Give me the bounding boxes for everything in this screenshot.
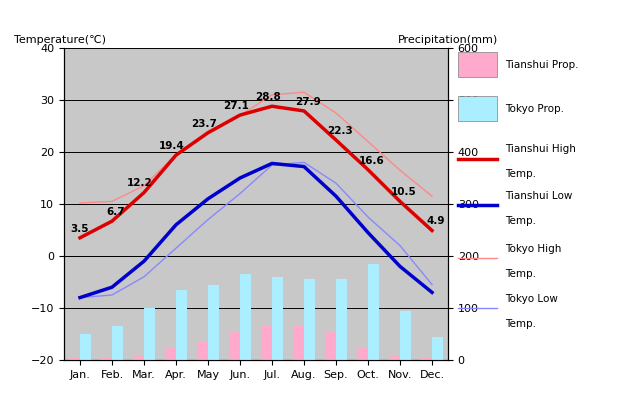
Bar: [272, 277, 283, 360]
Bar: [229, 331, 240, 360]
Text: 28.8: 28.8: [255, 92, 281, 102]
Bar: [421, 358, 432, 360]
Bar: [165, 347, 176, 360]
Bar: [69, 358, 80, 360]
Text: Tokyo Low: Tokyo Low: [504, 294, 557, 304]
Text: Tokyo High: Tokyo High: [504, 244, 561, 254]
Bar: [293, 326, 304, 360]
Bar: [144, 308, 155, 360]
Bar: [80, 334, 92, 360]
Text: Temp.: Temp.: [504, 269, 536, 279]
Text: 10.5: 10.5: [391, 187, 417, 197]
Text: 27.9: 27.9: [295, 97, 321, 107]
Bar: [176, 290, 187, 360]
Text: Temp.: Temp.: [504, 169, 536, 179]
Text: 23.7: 23.7: [191, 118, 217, 128]
Text: Tokyo Prop.: Tokyo Prop.: [504, 104, 564, 114]
Bar: [240, 274, 251, 360]
Text: Precipitation(mm): Precipitation(mm): [397, 35, 498, 45]
FancyBboxPatch shape: [458, 52, 497, 78]
Text: Temp.: Temp.: [504, 319, 536, 329]
Text: Temperature(℃): Temperature(℃): [14, 35, 106, 45]
FancyBboxPatch shape: [458, 96, 497, 121]
Bar: [325, 331, 336, 360]
Text: Tianshui Low: Tianshui Low: [504, 191, 572, 201]
Bar: [197, 342, 208, 360]
Text: 4.9: 4.9: [427, 216, 445, 226]
Text: Tianshui High: Tianshui High: [504, 144, 575, 154]
Bar: [133, 355, 144, 360]
Bar: [304, 279, 315, 360]
Bar: [388, 355, 400, 360]
Bar: [112, 326, 123, 360]
Bar: [101, 358, 112, 360]
Text: 22.3: 22.3: [327, 126, 353, 136]
Text: 3.5: 3.5: [71, 224, 89, 234]
Bar: [336, 279, 347, 360]
Bar: [261, 326, 272, 360]
Text: 27.1: 27.1: [223, 101, 249, 111]
Text: 16.6: 16.6: [359, 156, 385, 166]
Text: Tianshui Prop.: Tianshui Prop.: [504, 60, 578, 70]
Text: 12.2: 12.2: [127, 178, 153, 188]
Bar: [208, 285, 219, 360]
Bar: [432, 336, 443, 360]
Text: 19.4: 19.4: [159, 141, 185, 151]
Bar: [400, 310, 412, 360]
Bar: [357, 347, 368, 360]
Text: Temp.: Temp.: [504, 216, 536, 226]
Text: 6.7: 6.7: [107, 207, 125, 217]
Bar: [368, 264, 379, 360]
